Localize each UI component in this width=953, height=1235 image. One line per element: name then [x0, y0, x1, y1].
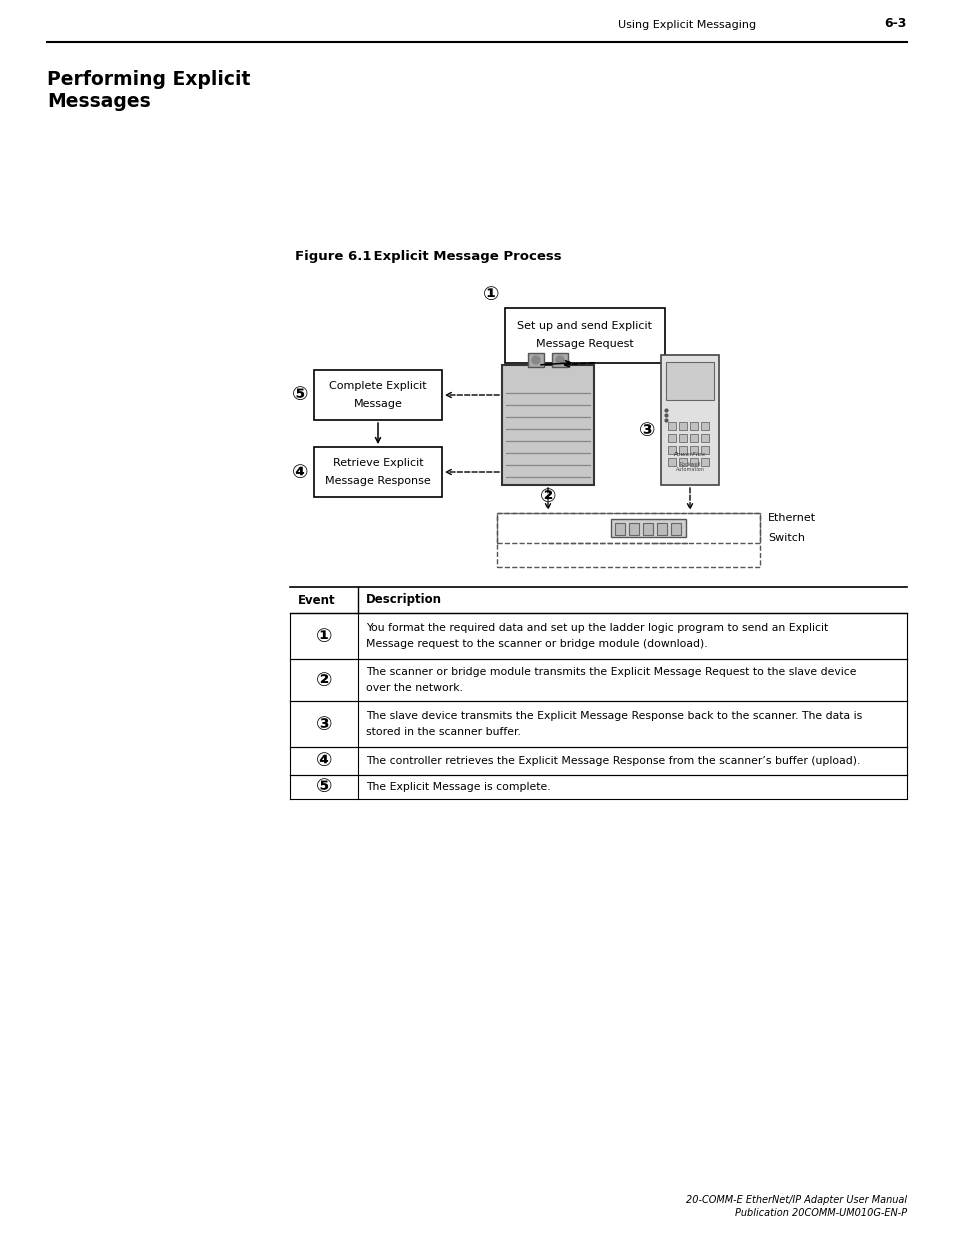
Text: ①: ① [315, 626, 332, 646]
Text: Performing Explicit: Performing Explicit [47, 70, 250, 89]
Bar [689, 458, 698, 466]
Text: Figure 6.1: Figure 6.1 [294, 249, 371, 263]
Bar [552, 353, 567, 367]
Text: Ethernet: Ethernet [767, 513, 815, 522]
Text: Switch: Switch [767, 534, 804, 543]
Text: 20-COMM-E EtherNet/IP Adapter User Manual: 20-COMM-E EtherNet/IP Adapter User Manua… [685, 1195, 906, 1205]
Text: Event: Event [297, 594, 335, 606]
Text: Message Request: Message Request [536, 338, 633, 350]
Text: ⑤: ⑤ [315, 778, 332, 797]
Text: Rockwell
Automation: Rockwell Automation [675, 462, 703, 473]
Text: Description: Description [366, 594, 441, 606]
Text: Message request to the scanner or bridge module (download).: Message request to the scanner or bridge… [366, 638, 707, 650]
Text: Publication 20COMM-UM010G-EN-P: Publication 20COMM-UM010G-EN-P [734, 1208, 906, 1218]
Text: ④: ④ [292, 462, 308, 482]
Bar [527, 353, 543, 367]
Text: The scanner or bridge module transmits the Explicit Message Request to the slave: The scanner or bridge module transmits t… [366, 667, 856, 677]
Text: over the network.: over the network. [366, 683, 462, 693]
Bar [671, 522, 680, 535]
Bar [700, 458, 708, 466]
Text: ④: ④ [315, 752, 332, 771]
Bar [679, 458, 686, 466]
Bar [679, 446, 686, 454]
Bar [643, 522, 653, 535]
Text: Message Response: Message Response [325, 475, 431, 487]
Bar [610, 519, 685, 537]
Text: ⑤: ⑤ [292, 385, 308, 405]
Bar [667, 433, 676, 442]
Bar [504, 308, 664, 363]
Bar [667, 458, 676, 466]
Text: ③: ③ [315, 715, 332, 734]
Text: 6-3: 6-3 [883, 17, 906, 30]
Bar [314, 447, 441, 496]
Bar [665, 362, 713, 400]
Text: Explicit Message Process: Explicit Message Process [355, 249, 561, 263]
Bar [700, 422, 708, 430]
Text: The controller retrieves the Explicit Message Response from the scanner’s buffer: The controller retrieves the Explicit Me… [366, 756, 860, 766]
Bar [700, 446, 708, 454]
Bar [314, 370, 441, 420]
Text: Set up and send Explicit: Set up and send Explicit [517, 321, 652, 331]
Bar [615, 522, 625, 535]
Text: ③: ③ [639, 420, 655, 440]
Text: ①: ① [482, 284, 498, 304]
Bar [679, 422, 686, 430]
Text: stored in the scanner buffer.: stored in the scanner buffer. [366, 727, 520, 737]
Bar [667, 422, 676, 430]
Bar [501, 366, 594, 485]
Text: The slave device transmits the Explicit Message Response back to the scanner. Th: The slave device transmits the Explicit … [366, 711, 862, 721]
Text: Complete Explicit: Complete Explicit [329, 382, 426, 391]
Text: ②: ② [315, 671, 332, 689]
Text: ②: ② [539, 488, 556, 506]
Text: Message: Message [354, 399, 402, 409]
Bar [657, 522, 667, 535]
Bar [689, 433, 698, 442]
Bar [497, 513, 760, 543]
Circle shape [532, 356, 539, 364]
Bar [689, 446, 698, 454]
Bar [629, 522, 639, 535]
Text: Retrieve Explicit: Retrieve Explicit [333, 458, 423, 468]
Text: The Explicit Message is complete.: The Explicit Message is complete. [366, 782, 550, 792]
Circle shape [556, 356, 563, 364]
Text: Messages: Messages [47, 91, 151, 111]
Bar [700, 433, 708, 442]
Bar [497, 513, 760, 567]
Bar [689, 422, 698, 430]
Bar [679, 433, 686, 442]
Text: PowerFlex: PowerFlex [673, 452, 705, 457]
Bar [667, 446, 676, 454]
Bar [660, 354, 719, 485]
Text: You format the required data and set up the ladder logic program to send an Expl: You format the required data and set up … [366, 622, 827, 634]
Text: Using Explicit Messaging: Using Explicit Messaging [618, 20, 756, 30]
